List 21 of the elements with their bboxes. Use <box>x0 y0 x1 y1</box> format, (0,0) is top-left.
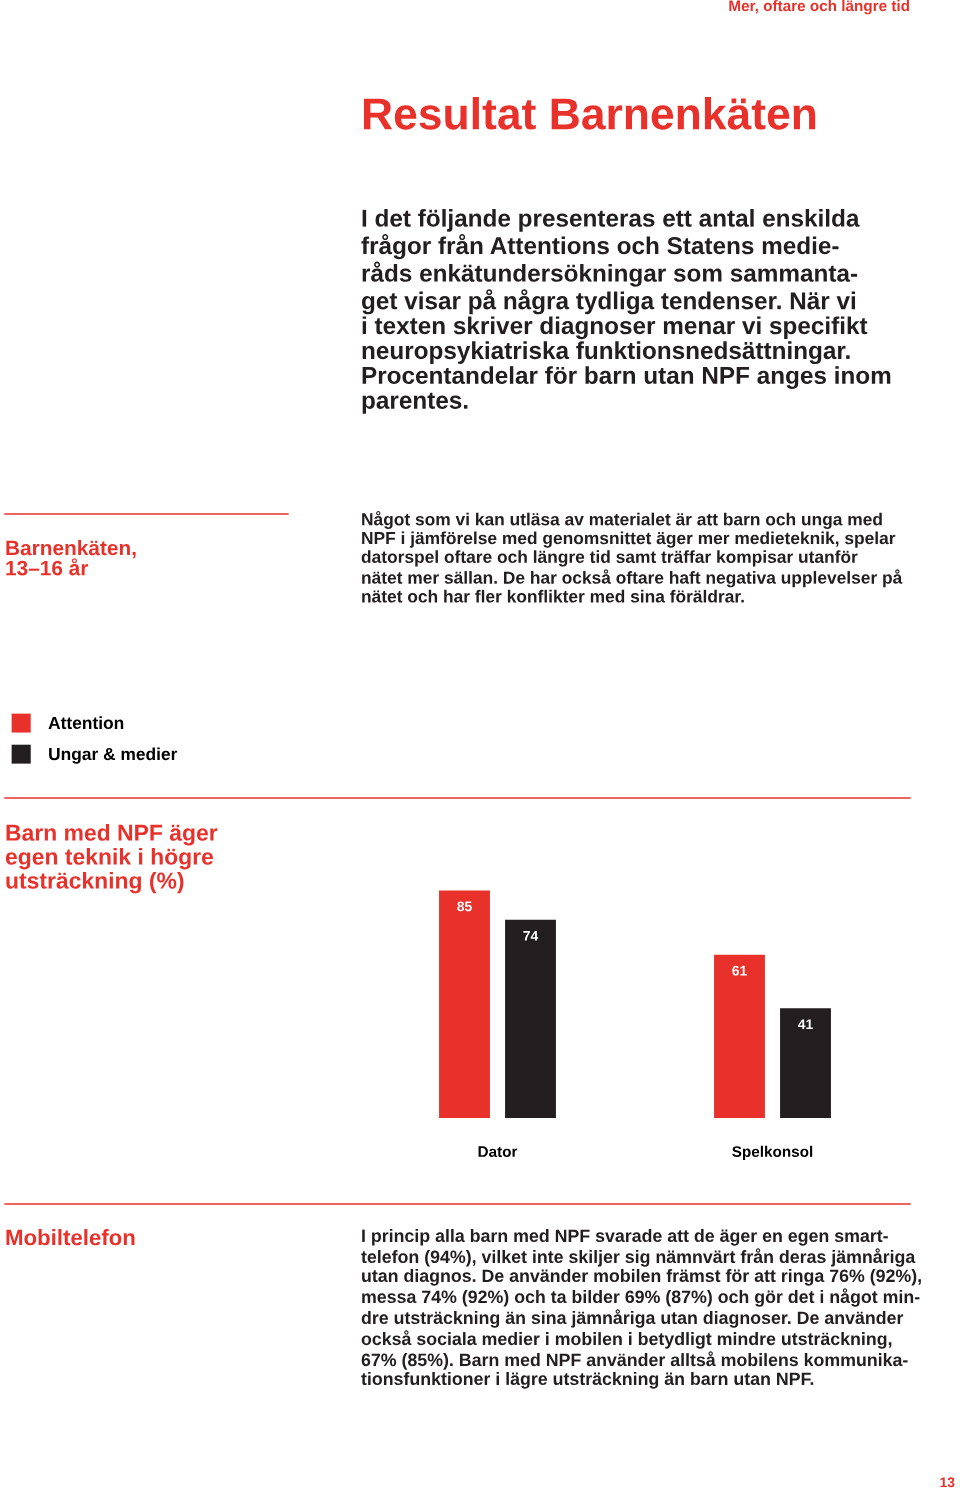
x-tick-label: Dator <box>478 1146 518 1157</box>
text: Mer, oftare och längre tid <box>729 0 910 15</box>
x-tick-label: Spelkonsol <box>732 1145 813 1161</box>
text: I princip alla barn med NPF svarade att de äger en egen smart- telefon (94%), vilket inte skiljer sig nämnvärt från deras jämnåriga utan diagnos. De använder mobilen främst för att ringa 76% (92%), messa 74% (92%) och ta bilder 69% (87%) och gör det i något min- dre utsträckning än sina jämnåriga utan diagnoser. De använder också sociala medier i mobilen i betydligt mindre utsträckning, 67% (85%). Barn med NPF använder alltså mobilens kommunika- tionsfunktioner i lägre utsträckning än barn utan NPF. <box>361 1229 921 1389</box>
text: Mobiltelefon <box>6 1229 135 1246</box>
bar <box>780 1008 831 1118</box>
text: Barn med NPF äger egen teknik i högre utsträckning (%) <box>5 824 218 894</box>
legend-label: Ungar & medier <box>49 747 178 764</box>
data-label: 61 <box>732 965 747 976</box>
legend-label: Attention <box>48 716 124 730</box>
data-label: 85 <box>457 901 472 912</box>
data-label: 41 <box>797 1019 813 1029</box>
text: Något som vi kan utläsa av materialet är att barn och unga med NPF i jämförelse med genomsnittet äger mer medieteknik, spelar datorspel oftare och längre tid samt träffar kompisar utanför nätet mer sällan. De har också oftare haft negativa upplevelser på nätet och har fler konflikter med sina föräldrar. <box>361 511 903 603</box>
bar <box>439 890 490 1118</box>
text: I det följande presenteras ett antal enskilda frågor från Attentions och Statens medie- råds enkätundersökningar som sammanta- get visar på några tydliga tendenser. När vi i texten skriver diagnoser menar vi specifikt neuropsykiatriska funktionsnedsättningar. Procentandelar för barn utan NPF anges inom parentes. <box>361 209 891 414</box>
text: Barnenkäten, 13–16 år <box>6 540 136 576</box>
text: Resultat Barnenkäten <box>363 97 816 130</box>
bar <box>505 919 556 1118</box>
text: 13 <box>940 1477 955 1488</box>
bar <box>714 954 765 1118</box>
data-label: 74 <box>523 931 539 941</box>
